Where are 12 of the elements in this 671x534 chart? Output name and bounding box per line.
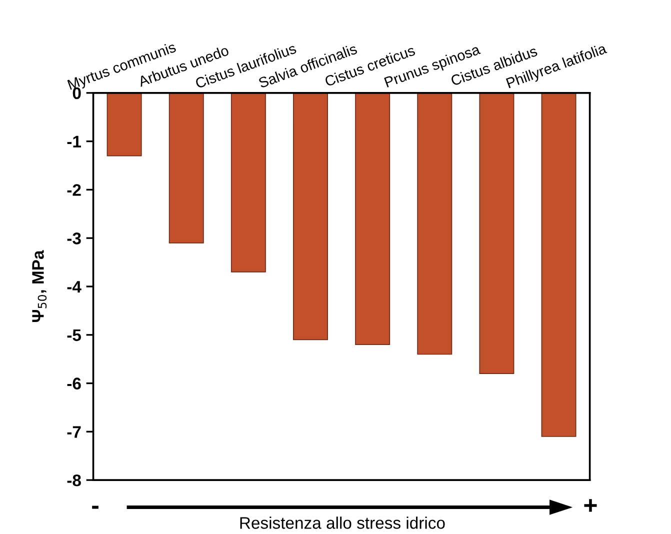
y-tick-label: -1 <box>67 136 81 148</box>
text: - <box>92 506 98 509</box>
y-tick-label: -7 <box>67 426 81 438</box>
y-tick-label: -4 <box>67 281 82 293</box>
text: + <box>584 499 597 512</box>
y-tick-label: -8 <box>67 474 81 486</box>
y-tick-label: -6 <box>67 378 81 390</box>
y-tick-label: -3 <box>67 232 81 244</box>
y-axis-title: Ψ$_{50}$, MPa <box>32 250 47 322</box>
y-tick-label: -2 <box>67 184 81 196</box>
y-tick-label: -5 <box>67 329 81 342</box>
x-axis-title: Resistenza allo stress idrico <box>240 516 445 529</box>
